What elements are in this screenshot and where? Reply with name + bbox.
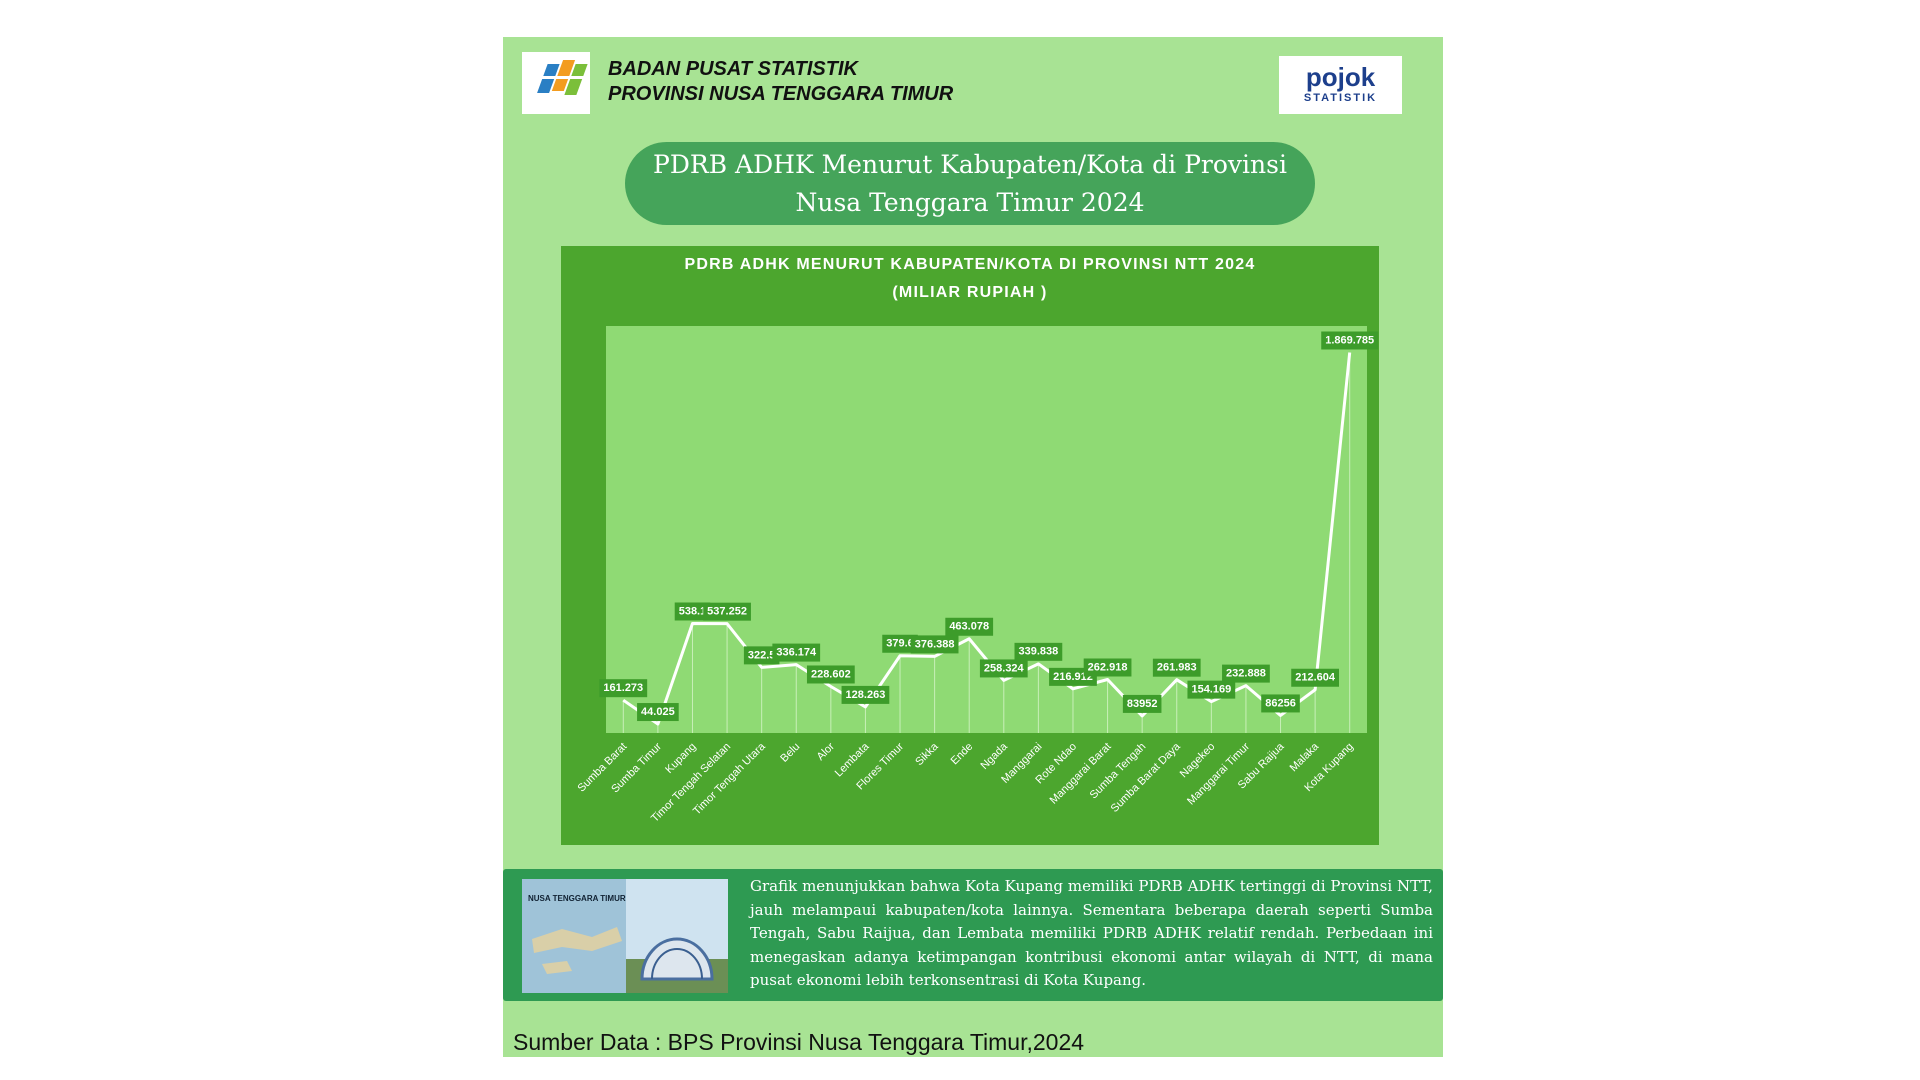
value-label: 1.869.785 — [1321, 331, 1379, 350]
value-label-text: 212.604 — [1295, 672, 1336, 684]
value-label: 322.5 — [743, 646, 780, 665]
headline-line: Nusa Tenggara Timur 2024 — [795, 188, 1145, 217]
value-label-text: 376.388 — [915, 638, 955, 650]
value-label-text: 1.869.785 — [1325, 334, 1374, 346]
value-label-box — [1222, 664, 1270, 683]
value-label-box — [1152, 658, 1201, 677]
value-label-box — [1083, 658, 1132, 677]
value-label-text: 336.174 — [776, 646, 817, 658]
value-label-box — [703, 602, 751, 621]
value-label-text: 261.983 — [1157, 662, 1197, 674]
value-label-text: 86256 — [1265, 697, 1296, 709]
value-label: 262.918 — [1083, 658, 1132, 677]
value-label: 261.983 — [1152, 658, 1201, 677]
value-label-text: 262.918 — [1088, 661, 1128, 673]
value-label-box — [743, 646, 780, 665]
value-label-box — [637, 703, 679, 722]
value-label-box — [1014, 642, 1063, 661]
bps-logo — [522, 52, 590, 114]
logo-word: pojok — [1305, 62, 1376, 92]
value-label-text: 83952 — [1127, 698, 1158, 710]
org-line: PROVINSI NUSA TENGGARA TIMUR — [608, 83, 954, 105]
value-label-box — [945, 617, 994, 636]
chart-title: PDRB ADHK MENURUT KABUPATEN/KOTA DI PROV… — [685, 256, 1256, 273]
value-label: 44.025 — [637, 703, 679, 722]
value-label-text: 154.169 — [1191, 684, 1231, 696]
info-text: Grafik menunjukkan bahwa Kota Kupang mem… — [750, 877, 1433, 989]
value-label-box — [674, 602, 711, 621]
value-label-text: 161.273 — [603, 682, 643, 694]
value-label-box — [979, 659, 1028, 678]
value-label-box — [806, 665, 855, 684]
value-label-box — [772, 643, 821, 662]
info-box: NUSA TENGGARA TIMUR Grafik menunjukkan b… — [503, 869, 1443, 1001]
value-label: 376.388 — [910, 635, 959, 654]
value-label-text: 232.888 — [1226, 668, 1266, 680]
value-label-text: 216.912 — [1053, 671, 1093, 683]
value-label: 258.324 — [979, 659, 1028, 678]
org-line: BADAN PUSAT STATISTIK — [608, 58, 858, 80]
value-label-box — [841, 685, 890, 704]
source: Sumber Data : BPS Provinsi Nusa Tenggara… — [513, 1029, 1085, 1055]
value-label: 538.1 — [674, 602, 711, 621]
value-label-text: 537.252 — [707, 606, 747, 618]
pojok-logo: pojok STATISTIK — [1279, 56, 1402, 114]
value-label: 232.888 — [1222, 664, 1270, 683]
org-name: BADAN PUSAT STATISTIK PROVINSI NUSA TENG… — [608, 57, 953, 107]
value-label-text: 228.602 — [811, 668, 851, 680]
value-label-box — [1122, 694, 1162, 713]
value-label: 228.602 — [806, 665, 855, 684]
value-label-text: 128.263 — [846, 689, 886, 701]
value-label: 86256 — [1261, 694, 1300, 713]
value-label: 154.169 — [1187, 680, 1236, 699]
value-label: 339.838 — [1014, 642, 1063, 661]
value-label-box — [599, 679, 648, 698]
value-label-text: 463.078 — [949, 621, 989, 633]
chart: PDRB ADHK MENURUT KABUPATEN/KOTA DI PROV… — [561, 246, 1379, 845]
value-label-text: 44.025 — [641, 706, 675, 718]
value-label-text: 538.1 — [679, 605, 707, 617]
value-label: 336.174 — [772, 643, 821, 662]
value-label: 463.078 — [945, 617, 994, 636]
value-label: 537.252 — [703, 602, 751, 621]
info-image: NUSA TENGGARA TIMUR — [522, 879, 728, 993]
value-label-box — [1187, 680, 1236, 699]
value-label: 379.6 — [882, 634, 918, 653]
value-label: 83952 — [1122, 694, 1162, 713]
poster: BADAN PUSAT STATISTIK PROVINSI NUSA TENG… — [503, 37, 1443, 1057]
chart-subtitle: (MILIAR RUPIAH ) — [892, 284, 1047, 301]
logo-sub: STATISTIK — [1303, 92, 1378, 104]
value-label-box — [910, 635, 959, 654]
headline-line: PDRB ADHK Menurut Kabupaten/Kota di Prov… — [653, 150, 1287, 179]
value-label-text: 258.324 — [984, 662, 1025, 674]
value-label: 128.263 — [841, 685, 890, 704]
value-label: 161.273 — [599, 679, 648, 698]
value-label-text: 339.838 — [1019, 646, 1059, 658]
value-label-text: 379.6 — [886, 638, 914, 650]
value-label-box — [882, 634, 918, 653]
headline: PDRB ADHK Menurut Kabupaten/Kota di Prov… — [625, 142, 1315, 225]
value-label-text: 322.5 — [748, 649, 776, 661]
value-label-box — [1291, 668, 1339, 687]
value-label-box — [1261, 694, 1300, 713]
value-label-box — [1321, 331, 1379, 350]
map-caption: NUSA TENGGARA TIMUR — [528, 894, 626, 903]
value-label: 212.604 — [1291, 668, 1339, 687]
